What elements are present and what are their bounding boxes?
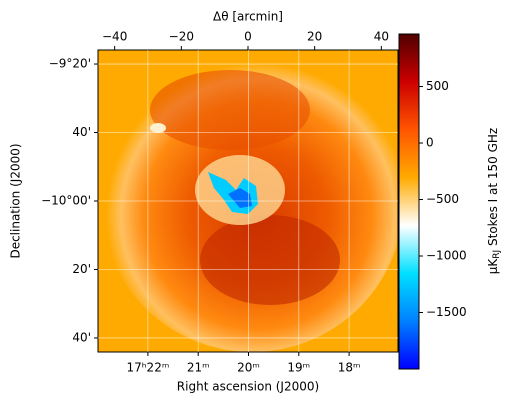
colorbar-label: μKRJ Stokes I at 150 GHz [486, 128, 502, 274]
sky-map [98, 50, 398, 352]
unit: μK [486, 258, 500, 275]
top-tick-label: 0 [244, 30, 252, 44]
label-rest: Stokes I at 150 GHz [486, 128, 500, 250]
top-tick-label: −20 [169, 30, 194, 44]
top-tick-label: 20 [307, 30, 322, 44]
x-tick-label: 20ᵐ [237, 361, 260, 375]
x-tick-label: 17ʰ22ᵐ [126, 361, 169, 375]
y-axis-label: Declination (J2000) [9, 143, 23, 258]
y-tick-label: 40' [72, 330, 91, 344]
colorbar-tick-label: −1500 [426, 305, 467, 319]
unit-sub: RJ [492, 250, 502, 259]
colorbar-tick-label: −1000 [426, 249, 467, 263]
colorbar [398, 33, 420, 370]
x-tick-label: 18ᵐ [338, 361, 361, 375]
top-tick-label: −40 [102, 30, 127, 44]
x-tick-label: 19ᵐ [287, 361, 310, 375]
colorbar-tick-label: 0 [426, 136, 434, 150]
y-tick-label: 40' [72, 125, 91, 139]
y-tick-label: −10°00' [41, 194, 91, 208]
y-tick-label: 20' [72, 262, 91, 276]
x-axis-label: Right ascension (J2000) [177, 380, 319, 394]
colorbar-tick-label: −500 [426, 192, 459, 206]
x-tick-label: 21ᵐ [187, 361, 210, 375]
top-axis-label: Δθ [arcmin] [213, 10, 283, 24]
colorbar-tick-label: 500 [426, 79, 449, 93]
y-tick-label: −9°20' [49, 57, 91, 71]
top-tick-label: 40 [374, 30, 389, 44]
